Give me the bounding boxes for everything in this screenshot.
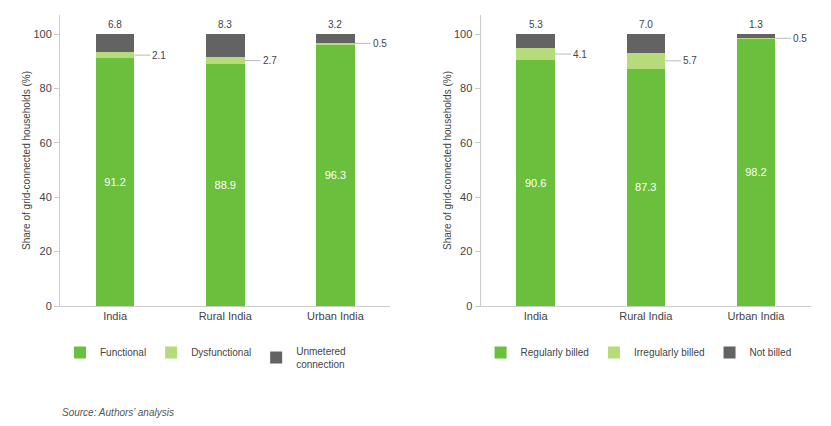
svg-text:5.3: 5.3 [529, 19, 543, 30]
svg-text:96.3: 96.3 [325, 169, 346, 181]
svg-text:Share of grid-connected househ: Share of grid-connected households (%) [21, 71, 32, 250]
svg-text:90.6: 90.6 [525, 177, 546, 189]
svg-text:Unmeteredconnection: Unmeteredconnection [296, 346, 345, 370]
svg-text:40: 40 [40, 191, 52, 203]
svg-text:60: 60 [40, 137, 52, 149]
svg-text:2.7: 2.7 [263, 55, 277, 66]
svg-text:Urban India: Urban India [307, 310, 365, 322]
svg-text:60: 60 [460, 137, 472, 149]
svg-text:40: 40 [460, 191, 472, 203]
svg-text:5.7: 5.7 [683, 55, 697, 66]
svg-text:0: 0 [466, 300, 472, 312]
svg-text:2.1: 2.1 [152, 50, 166, 61]
svg-text:6.8: 6.8 [108, 19, 122, 30]
svg-text:4.1: 4.1 [573, 49, 587, 60]
svg-text:88.9: 88.9 [215, 179, 236, 191]
svg-text:Rural India: Rural India [199, 310, 253, 322]
svg-text:100: 100 [33, 28, 51, 40]
svg-text:3.2: 3.2 [328, 19, 342, 30]
svg-text:8.3: 8.3 [218, 19, 232, 30]
svg-text:Regularly billed: Regularly billed [521, 347, 589, 358]
svg-text:0.5: 0.5 [373, 38, 387, 49]
svg-text:Irregularly billed: Irregularly billed [634, 347, 705, 358]
svg-text:80: 80 [460, 82, 472, 94]
svg-text:Share of grid-connected househ: Share of grid-connected households (%) [442, 71, 453, 250]
svg-text:Rural India: Rural India [619, 310, 673, 322]
svg-text:7.0: 7.0 [639, 19, 653, 30]
svg-text:87.3: 87.3 [635, 181, 656, 193]
svg-text:20: 20 [460, 245, 472, 257]
svg-text:0.5: 0.5 [793, 33, 807, 44]
svg-text:Source: Authors’ analysis: Source: Authors’ analysis [62, 407, 174, 418]
svg-text:80: 80 [40, 82, 52, 94]
svg-text:91.2: 91.2 [104, 176, 125, 188]
svg-text:0: 0 [46, 300, 52, 312]
svg-text:Functional: Functional [100, 347, 146, 358]
svg-text:Not billed: Not billed [750, 347, 792, 358]
svg-text:India: India [524, 310, 549, 322]
svg-text:India: India [103, 310, 128, 322]
svg-text:1.3: 1.3 [749, 19, 763, 30]
svg-text:98.2: 98.2 [745, 166, 766, 178]
svg-text:Urban India: Urban India [727, 310, 785, 322]
svg-text:Dysfunctional: Dysfunctional [191, 347, 251, 358]
svg-text:100: 100 [454, 28, 472, 40]
svg-text:20: 20 [40, 245, 52, 257]
